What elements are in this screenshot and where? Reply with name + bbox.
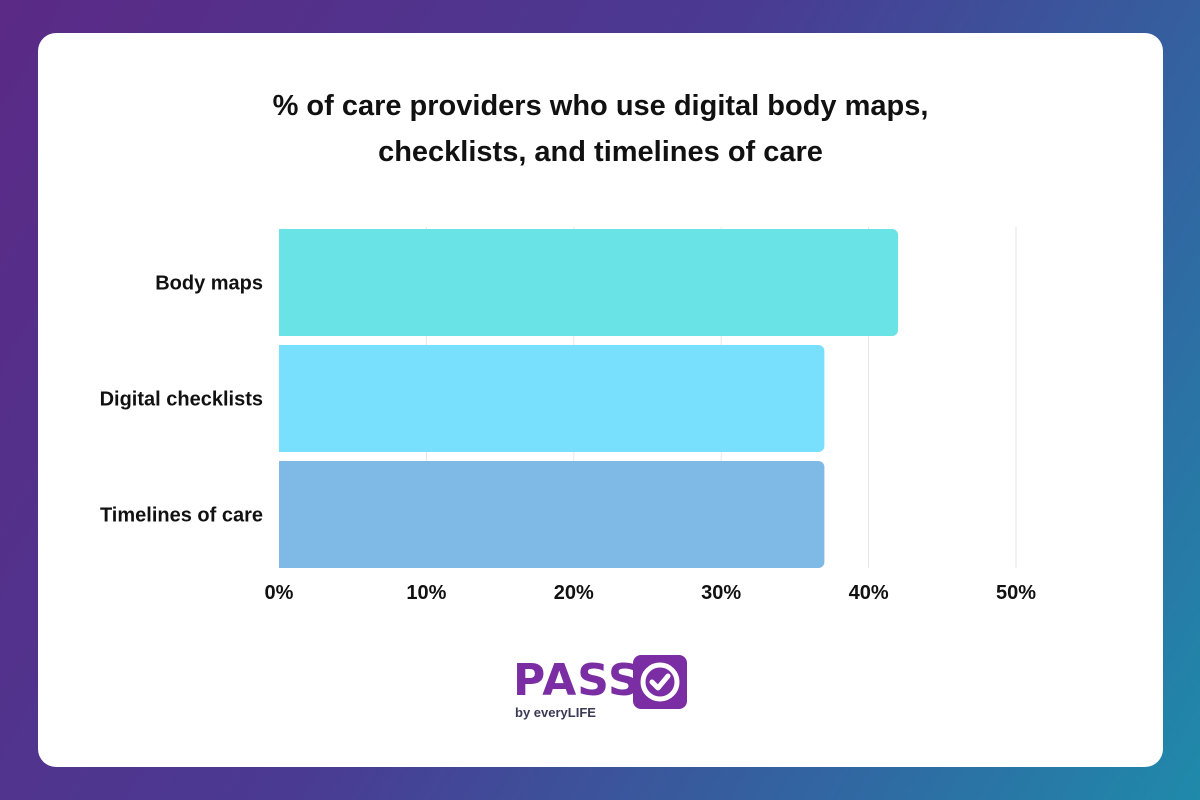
bar-left-edge [279,461,287,568]
x-tick-label: 50% [996,582,1036,604]
checkmark-icon [633,655,687,709]
bar-timelines-of-care [279,461,825,568]
bar-digital-checklists [279,345,825,452]
pass-logo: PASS by everyLIFE [513,655,693,725]
x-tick-label: 40% [849,582,889,604]
bar-chart: Body maps Digital checklists Timelines of … [100,227,1037,604]
chart-card: % of care providers who use digital body… [38,33,1163,767]
x-tick-label: 0% [265,582,294,604]
x-tick-label: 10% [406,582,446,604]
category-labels: Body maps Digital checklists Timelines of … [100,273,263,527]
chart-title: % of care providers who use digital body… [38,83,1163,175]
logo-subtitle: by everyLIFE [515,705,596,720]
x-tick-label: 30% [701,582,741,604]
logo-brand-text: PASS [513,655,641,706]
x-tick-label: 20% [554,582,594,604]
bar-body-maps [279,229,899,336]
bar-left-edge [279,229,287,336]
x-tick-labels: 0% 10% 20% 30% 40% 50% [265,582,1037,604]
bars [279,229,899,568]
category-label: Digital checklists [100,389,263,411]
chart-title-line-2: checklists, and timelines of care [378,136,823,168]
bar-left-edge [279,345,287,452]
category-label: Timelines of care [100,505,263,527]
chart-title-line-1: % of care providers who use digital body… [272,90,929,122]
category-label: Body maps [155,273,263,295]
